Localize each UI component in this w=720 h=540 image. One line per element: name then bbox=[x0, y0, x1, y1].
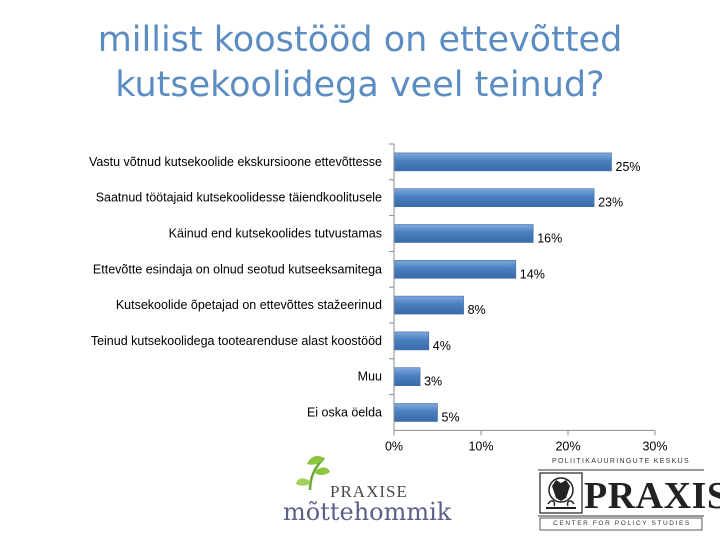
praxis-tagline-bottom: CENTER FOR POLICY STUDIES bbox=[553, 520, 691, 527]
praxise-logo-text: PRAXISE bbox=[330, 482, 408, 501]
category-label: Saatnud töötajaid kutsekoolidesse täiend… bbox=[96, 191, 382, 205]
bar bbox=[393, 188, 595, 207]
category-label: Teinud kutsekoolidega tootearenduse alas… bbox=[91, 334, 382, 348]
bar bbox=[393, 152, 612, 172]
praxis-logo bbox=[538, 469, 704, 531]
value-label: 25% bbox=[616, 160, 641, 174]
mottehommik-logo-text: mõttehommik bbox=[283, 498, 452, 526]
x-tick-label: 20% bbox=[555, 439, 580, 453]
title-line-1: millist koostööd on ettevõtted bbox=[97, 20, 623, 60]
title-line-2: kutsekoolidega veel teinud? bbox=[115, 65, 605, 105]
x-tick-label: 0% bbox=[385, 439, 403, 453]
bar bbox=[393, 224, 534, 243]
bar bbox=[393, 295, 464, 315]
value-label: 5% bbox=[442, 411, 460, 425]
value-label: 8% bbox=[468, 303, 486, 317]
category-label: Kutsekoolide õpetajad on ettevõttes staž… bbox=[116, 298, 382, 312]
category-label: Muu bbox=[358, 370, 382, 384]
value-label: 16% bbox=[537, 232, 562, 246]
category-label: Vastu võtnud kutsekoolide ekskursioone e… bbox=[89, 155, 382, 169]
lion-crest-icon bbox=[539, 472, 583, 514]
bar bbox=[393, 331, 430, 351]
praxis-logo-text: PRAXIS bbox=[584, 475, 720, 517]
x-tick-label: 10% bbox=[468, 439, 493, 453]
value-label: 14% bbox=[520, 267, 545, 281]
category-label: Käinud end kutsekoolides tutvustamas bbox=[169, 227, 382, 241]
x-tick-label: 30% bbox=[642, 439, 667, 453]
bar bbox=[393, 403, 438, 422]
bar bbox=[393, 259, 517, 279]
category-label: Ettevõtte esindaja on olnud seotud kutse… bbox=[93, 262, 382, 276]
praxis-tagline-top: POLIITIKAUURINGUTE KESKUS bbox=[552, 458, 690, 465]
value-label: 3% bbox=[424, 375, 442, 389]
sprout-icon bbox=[296, 456, 330, 491]
category-label: Ei oska öelda bbox=[307, 406, 382, 420]
value-label: 23% bbox=[598, 196, 623, 210]
page-title: millist koostööd on ettevõtted kutsekool… bbox=[0, 18, 720, 108]
bar bbox=[393, 367, 421, 387]
value-label: 4% bbox=[433, 339, 451, 353]
